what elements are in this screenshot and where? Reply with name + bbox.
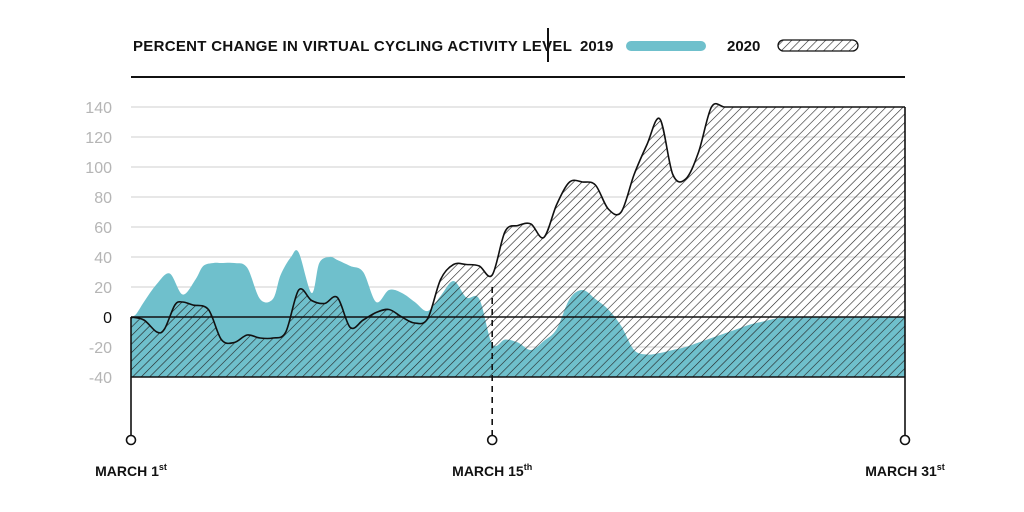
y-tick-label: 140 bbox=[85, 100, 112, 117]
legend-swatch-2019 bbox=[626, 41, 706, 51]
x-axis-end-marker bbox=[486, 434, 498, 446]
y-tick-label: 0 bbox=[103, 310, 112, 327]
y-tick-label: 100 bbox=[85, 160, 112, 177]
y-tick-label: -40 bbox=[89, 370, 112, 387]
y-tick-label: 120 bbox=[85, 130, 112, 147]
chart-title: PERCENT CHANGE IN VIRTUAL CYCLING ACTIVI… bbox=[133, 38, 572, 55]
legend-label-2020: 2020 bbox=[727, 38, 760, 55]
x-axis-end-marker bbox=[125, 434, 137, 446]
y-tick-label: 80 bbox=[94, 190, 112, 207]
series-2020-area bbox=[131, 103, 905, 378]
y-tick-label: -20 bbox=[89, 340, 112, 357]
x-tick-label: MARCH 15th bbox=[452, 462, 532, 479]
series-areas bbox=[131, 102, 905, 378]
y-tick-label: 20 bbox=[94, 280, 112, 297]
x-tick-label: MARCH 1st bbox=[95, 462, 167, 479]
x-tick-label: MARCH 31st bbox=[865, 462, 945, 479]
series-2020-line bbox=[131, 102, 905, 345]
y-tick-label: 40 bbox=[94, 250, 112, 267]
y-tick-label: 60 bbox=[94, 220, 112, 237]
legend-label-2019: 2019 bbox=[580, 38, 613, 55]
x-axis-end-marker bbox=[899, 434, 911, 446]
x-axis-labels: MARCH 1st MARCH 15th MARCH 31st bbox=[95, 462, 945, 479]
legend-swatch-2020 bbox=[777, 39, 859, 52]
y-axis-ticks: 140 120 100 80 60 40 20 0 -20 -40 bbox=[85, 100, 112, 387]
axes bbox=[125, 107, 911, 446]
